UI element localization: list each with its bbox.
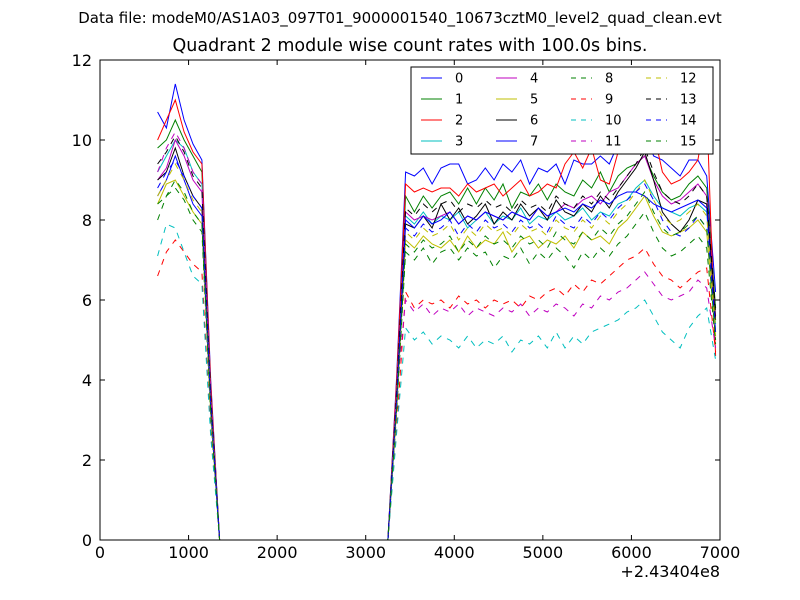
y-tick-label: 10 <box>72 131 92 150</box>
legend-label-13: 13 <box>680 93 697 108</box>
chart-title: Quadrant 2 module wise count rates with … <box>172 36 648 56</box>
data-file-caption: Data file: modeM0/AS1A03_097T01_90000015… <box>78 9 722 27</box>
y-tick-label: 2 <box>82 451 92 470</box>
legend-label-11: 11 <box>605 135 622 150</box>
legend-label-2: 2 <box>455 114 463 129</box>
legend-label-4: 4 <box>530 72 538 87</box>
x-tick-label: 2000 <box>257 543 298 562</box>
series-line-1 <box>157 118 717 541</box>
series-line-11 <box>157 130 717 541</box>
legend-label-14: 14 <box>680 114 697 129</box>
x-tick-label: 0 <box>95 543 105 562</box>
x-tick-label: 7000 <box>700 543 741 562</box>
series-line-13 <box>157 134 717 541</box>
x-tick-label: 6000 <box>611 543 652 562</box>
series-line-6 <box>157 146 717 541</box>
series-line-9 <box>157 239 717 541</box>
legend-box <box>410 66 714 155</box>
legend-label-8: 8 <box>605 72 613 87</box>
legend-label-10: 10 <box>605 114 622 129</box>
y-tick-label: 8 <box>82 211 92 230</box>
series-line-4 <box>157 138 717 541</box>
y-tick-label: 0 <box>82 531 92 550</box>
y-tick-label: 12 <box>72 51 92 70</box>
legend-label-15: 15 <box>680 135 697 150</box>
legend-label-0: 0 <box>455 72 463 87</box>
series-line-10 <box>157 223 717 541</box>
legend-label-12: 12 <box>680 72 697 87</box>
x-tick-label: 3000 <box>345 543 386 562</box>
series-line-8 <box>157 187 717 541</box>
y-tick-label: 4 <box>82 371 92 390</box>
legend-label-5: 5 <box>530 93 538 108</box>
legend-label-7: 7 <box>530 135 538 150</box>
legend-label-3: 3 <box>455 135 463 150</box>
legend-label-1: 1 <box>455 93 463 108</box>
x-tick-label: 5000 <box>522 543 563 562</box>
series-line-3 <box>157 139 717 541</box>
y-tick-label: 6 <box>82 291 92 310</box>
x-tick-label: 4000 <box>434 543 475 562</box>
x-tick-label: 1000 <box>168 543 209 562</box>
legend-label-9: 9 <box>605 93 613 108</box>
x-offset-label: +2.43404e8 <box>620 562 720 581</box>
legend-label-6: 6 <box>530 114 538 129</box>
series-line-12 <box>157 162 717 541</box>
